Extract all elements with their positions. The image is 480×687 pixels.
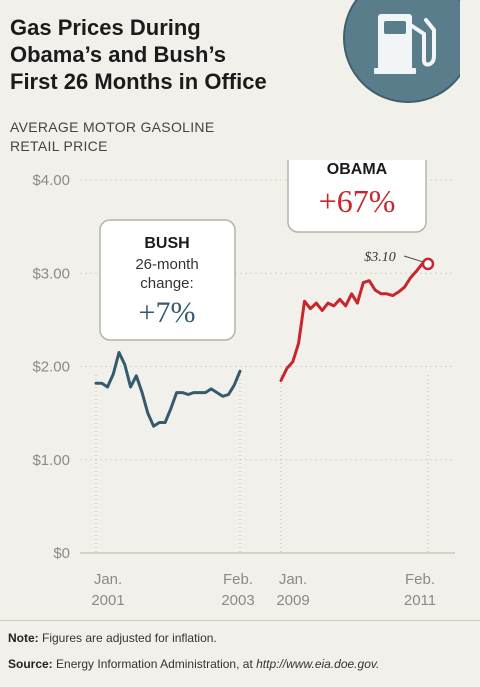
- source-label: Source:: [8, 657, 53, 671]
- x-tick-label: Feb.: [223, 571, 253, 588]
- end-point-label: $3.10: [364, 250, 396, 265]
- title-line-1: Gas Prices During: [10, 15, 201, 40]
- end-point-marker: [421, 257, 435, 271]
- footer-source: Source: Energy Information Administratio…: [8, 657, 478, 671]
- bush-callout-header: BUSH: [144, 235, 189, 252]
- gas-pump-icon: [343, 0, 460, 103]
- obama-callout-header: OBAMA: [327, 161, 388, 178]
- bush-callout-text2: change:: [140, 275, 193, 292]
- pump-display: [384, 21, 406, 34]
- source-url: http://www.eia.doe.gov.: [256, 657, 380, 671]
- obama-change-value: +67%: [319, 183, 396, 219]
- footer-note: Note: Figures are adjusted for inflation…: [8, 631, 478, 645]
- end-point-leader: [403, 255, 424, 263]
- source-text: Energy Information Administration, at: [52, 657, 257, 671]
- x-tick-label: Jan.: [94, 571, 122, 588]
- series-line-obama: [279, 262, 430, 382]
- subtitle-line-1: AVERAGE MOTOR GASOLINE: [10, 119, 215, 135]
- bush-callout-box: [99, 219, 236, 341]
- y-tick-label: $4.00: [32, 172, 70, 189]
- line-chart: $4.00 $3.00 $2.00 $1.00 $0 Jan. 2001 Feb. 2003 Ja…: [32, 160, 455, 609]
- x-tick-sublabel: 2011: [404, 592, 436, 609]
- bush-callout-text: 26-month: [135, 256, 198, 273]
- x-tick-label: Feb.: [405, 571, 435, 588]
- x-tick-sublabel: 2001: [91, 592, 124, 609]
- y-tick-label: $0: [53, 545, 70, 562]
- footer-divider: [0, 620, 480, 621]
- obama-callout-box: [287, 160, 427, 233]
- y-tick-label: $2.00: [32, 359, 70, 376]
- subtitle-line-2: RETAIL PRICE: [10, 138, 108, 154]
- chart-title: Gas Prices During Obama’s and Bush’s Fir…: [10, 14, 350, 95]
- y-tick-label: $3.00: [32, 265, 70, 282]
- x-tick-label: Jan.: [279, 571, 307, 588]
- title-line-2: Obama’s and Bush’s: [10, 42, 226, 67]
- bush-change-value: +7%: [139, 296, 196, 329]
- series-line-bush: [94, 351, 242, 428]
- x-tick-sublabel: 2009: [276, 592, 309, 609]
- y-tick-label: $1.00: [32, 452, 70, 469]
- x-tick-sublabel: 2003: [221, 592, 254, 609]
- note-text: Figures are adjusted for inflation.: [38, 631, 217, 645]
- chart-subtitle: AVERAGE MOTOR GASOLINE RETAIL PRICE: [10, 118, 214, 156]
- title-line-3: First 26 Months in Office: [10, 69, 267, 94]
- pump-hose: [410, 18, 436, 67]
- note-label: Note:: [8, 631, 39, 645]
